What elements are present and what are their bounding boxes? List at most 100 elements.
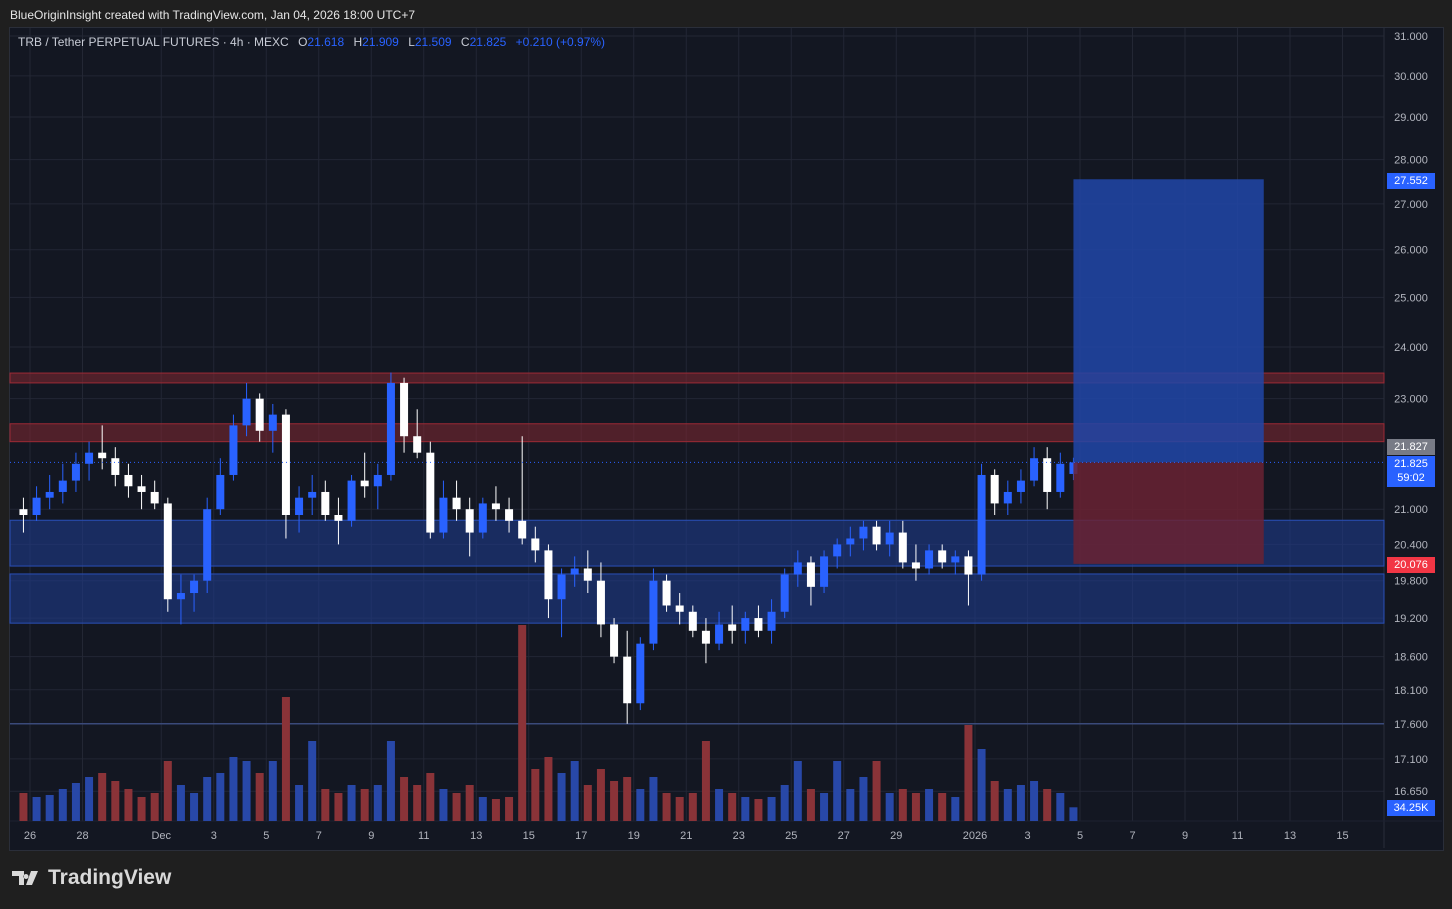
candle-body — [675, 605, 684, 612]
volume-bar — [833, 761, 842, 821]
candle-body — [268, 414, 277, 431]
stop-price-tag: 20.076 — [1387, 557, 1435, 573]
candle-body — [203, 509, 212, 581]
volume-bar — [531, 769, 540, 821]
volume-bar — [255, 773, 264, 821]
volume-bar — [478, 797, 487, 821]
time-tick-label: 2026 — [963, 830, 987, 842]
high-value: 21.909 — [362, 35, 399, 49]
volume-tag: 34.25K — [1387, 800, 1435, 816]
price-tick-label: 19.200 — [1394, 613, 1428, 625]
chart-attribution: BlueOriginInsight created with TradingVi… — [10, 8, 416, 22]
candle-body — [820, 556, 829, 587]
candle-body — [334, 514, 343, 521]
resistance-zone — [9, 372, 1385, 384]
brand-name: TradingView — [48, 866, 172, 889]
candle-body — [71, 463, 80, 481]
time-tick-label: Dec — [151, 830, 171, 842]
volume-bar — [242, 761, 251, 821]
candle-body — [596, 580, 605, 625]
last-price-value: 21.825 — [1394, 458, 1428, 470]
bar-countdown: 59:02 — [1397, 472, 1425, 484]
candle-body — [491, 503, 500, 510]
candle-body — [1030, 458, 1039, 481]
price-tick-label: 16.650 — [1394, 786, 1428, 798]
candle-body — [662, 580, 671, 606]
candle-body — [163, 503, 172, 600]
volume-bar — [491, 799, 500, 821]
candle-body — [295, 497, 304, 515]
candle-body — [898, 532, 907, 563]
volume-bar — [518, 625, 527, 821]
candle-body — [478, 503, 487, 533]
candle-body — [439, 497, 448, 533]
candle-body — [98, 452, 107, 459]
volume-bar — [163, 761, 172, 821]
time-tick-label: 7 — [316, 830, 322, 842]
volume-bar — [846, 789, 855, 821]
volume-bar — [583, 785, 592, 821]
volume-bar — [649, 777, 658, 821]
volume-bar — [610, 781, 619, 821]
volume-bar — [623, 777, 632, 821]
candle-body — [400, 382, 409, 437]
volume-bar — [71, 783, 80, 821]
volume-bar — [413, 785, 422, 821]
volume-bar — [701, 741, 710, 821]
symbol-title[interactable]: TRB / Tether PERPETUAL FUTURES · 4h · ME… — [18, 35, 289, 49]
volume-bar — [938, 793, 947, 821]
volume-bar — [820, 793, 829, 821]
time-tick-label: 3 — [211, 830, 217, 842]
candle-body — [557, 574, 566, 600]
volume-bar — [715, 789, 724, 821]
volume-bar — [19, 793, 28, 821]
volume-bar — [780, 785, 789, 821]
time-tick-label: 9 — [368, 830, 374, 842]
volume-bar — [347, 785, 356, 821]
volume-bar — [767, 797, 776, 821]
volume-bar — [662, 793, 671, 821]
low-value: 21.509 — [414, 35, 452, 49]
time-tick-label: 13 — [470, 830, 482, 842]
candle-body — [951, 556, 960, 563]
candle-body — [32, 497, 41, 515]
candle-body — [1056, 463, 1065, 492]
candle-body — [426, 452, 435, 533]
time-tick-label: 28 — [76, 830, 88, 842]
volume-bar — [98, 773, 107, 821]
volume-bar — [386, 741, 395, 821]
candle-body — [583, 568, 592, 581]
volume-bar — [793, 761, 802, 821]
volume-bar — [111, 781, 120, 821]
volume-bar — [334, 793, 343, 821]
candle-body — [977, 474, 986, 575]
volume-bar — [1016, 785, 1025, 821]
candle-body — [45, 491, 54, 498]
candle-body — [701, 630, 710, 644]
volume-bar — [373, 785, 382, 821]
price-tick-label: 31.000 — [1394, 31, 1428, 43]
volume-bar — [859, 777, 868, 821]
price-tick-label: 21.000 — [1394, 504, 1428, 516]
price-tick-label: 25.000 — [1394, 292, 1428, 304]
volume-bar — [1043, 789, 1052, 821]
time-tick-label: 17 — [575, 830, 587, 842]
candle-body — [373, 474, 382, 487]
volume-bar — [426, 773, 435, 821]
candle-body — [347, 480, 356, 521]
price-tick-label: 17.100 — [1394, 754, 1428, 766]
volume-bar — [176, 785, 185, 821]
candle-body — [911, 562, 920, 569]
volume-bar — [452, 793, 461, 821]
long-position-target-zone — [1073, 179, 1264, 463]
tradingview-logo[interactable]: TradingView — [12, 866, 171, 890]
candle-body — [452, 497, 461, 510]
candle-body — [150, 491, 159, 504]
time-tick-label: 25 — [785, 830, 797, 842]
candle-body — [255, 398, 264, 431]
candle-body — [176, 593, 185, 600]
candle-body — [281, 414, 290, 515]
candle-body — [833, 544, 842, 557]
volume-bar — [505, 797, 514, 821]
